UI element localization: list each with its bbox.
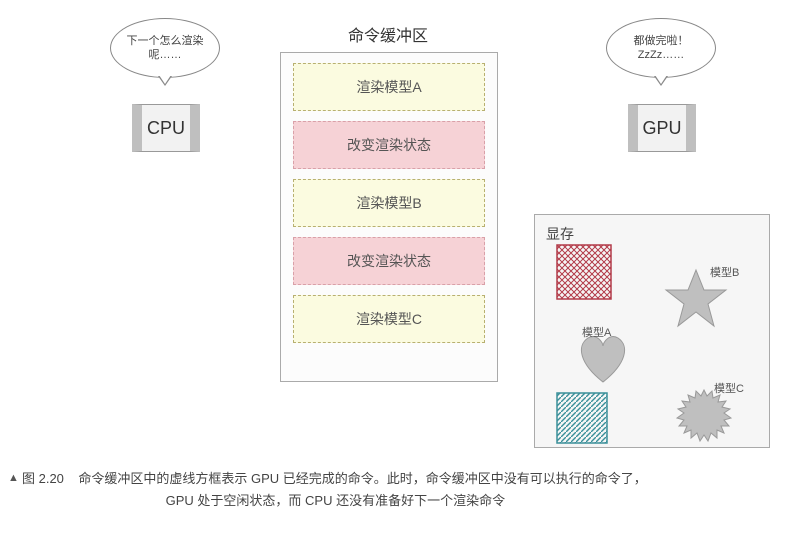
figure-caption: 图 2.20 命令缓冲区中的虚线方框表示 GPU 已经完成的命令。此时，命令缓冲… (22, 468, 792, 512)
caption-marker: ▲ (8, 472, 19, 484)
gpu-speech-bubble: 都做完啦！ZzZz…… (606, 18, 716, 78)
command-buffer-box: 渲染模型A 改变渲染状态 渲染模型B 改变渲染状态 渲染模型C (280, 52, 498, 382)
vram-title: 显存 (546, 224, 574, 244)
vram-seal-icon (676, 388, 732, 444)
gpu-label: GPU (642, 118, 681, 139)
command-render-a: 渲染模型A (293, 63, 485, 111)
cpu-label: CPU (147, 118, 185, 139)
cpu-speech-text: 下一个怎么渲染呢…… (121, 34, 209, 63)
vram-texture-square-red (556, 244, 612, 300)
gpu-speech-text: 都做完啦！ZzZz…… (617, 34, 705, 63)
command-render-c: 渲染模型C (293, 295, 485, 343)
vram-label-model-c: 模型C (714, 380, 744, 396)
caption-line1: 命令缓冲区中的虚线方框表示 GPU 已经完成的命令。此时，命令缓冲区中没有可以执… (78, 471, 646, 486)
gpu-chip: GPU (628, 104, 696, 152)
command-change-state-2: 改变渲染状态 (293, 237, 485, 285)
caption-fig-no: 图 2.20 (22, 471, 64, 486)
cpu-speech-bubble: 下一个怎么渲染呢…… (110, 18, 220, 78)
vram-label-model-a: 模型A (582, 324, 611, 340)
command-change-state-1: 改变渲染状态 (293, 121, 485, 169)
vram-texture-square-teal (556, 392, 608, 444)
cpu-chip: CPU (132, 104, 200, 152)
command-buffer-title: 命令缓冲区 (348, 22, 428, 46)
caption-line2: GPU 处于空闲状态，而 CPU 还没有准备好下一个渲染命令 (166, 493, 505, 508)
vram-label-model-b: 模型B (710, 264, 739, 280)
command-render-b: 渲染模型B (293, 179, 485, 227)
